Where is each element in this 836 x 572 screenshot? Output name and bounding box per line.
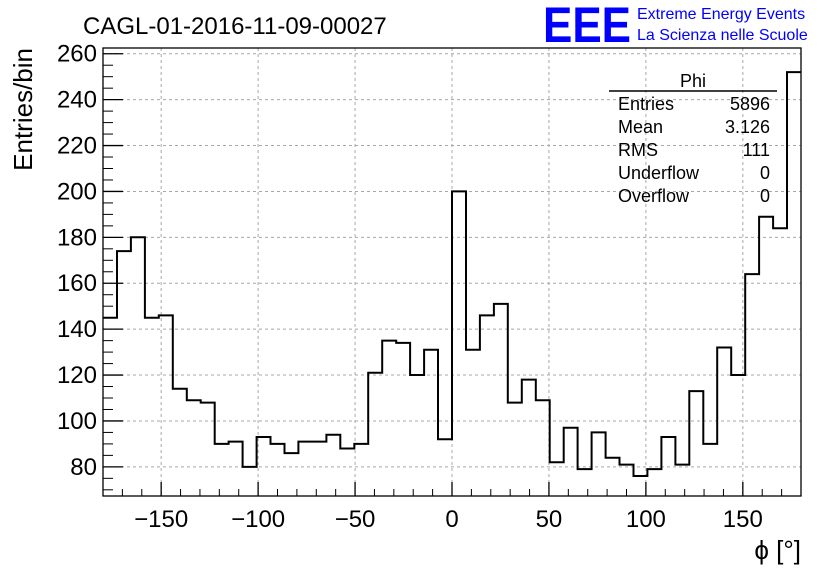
x-tick-label: 0 xyxy=(445,506,458,533)
stats-row-label: Mean xyxy=(618,117,663,137)
x-tick-label: −150 xyxy=(134,506,188,533)
histogram-line xyxy=(103,71,801,477)
y-tick-label: 120 xyxy=(57,362,97,389)
stats-row-label: RMS xyxy=(618,140,658,160)
stats-row-value: 0 xyxy=(760,186,770,206)
chart-title: CAGL-01-2016-11-09-00027 xyxy=(83,13,387,40)
logo-line-1: Extreme Energy Events xyxy=(637,6,805,23)
logo-line-2: La Scienza nelle Scuole xyxy=(637,27,808,44)
y-tick-label: 200 xyxy=(57,178,97,205)
stats-title: Phi xyxy=(680,71,706,91)
stats-row-value: 5896 xyxy=(730,94,770,114)
y-tick-label: 220 xyxy=(57,133,97,160)
y-tick-label: 140 xyxy=(57,316,97,343)
axis-ticks xyxy=(102,53,802,496)
x-tick-label: 150 xyxy=(723,506,763,533)
stats-row-label: Overflow xyxy=(618,186,690,206)
logo-mark: EEE xyxy=(543,0,631,53)
stats-row-value: 111 xyxy=(743,140,770,160)
stats-box: Phi Entries 5896 Mean 3.126 RMS 111 Underflow 0… xyxy=(609,71,777,206)
stats-row-value: 0 xyxy=(760,163,770,183)
y-tick-label: 260 xyxy=(57,41,97,68)
x-tick-label: −50 xyxy=(335,506,376,533)
stats-row-label: Underflow xyxy=(618,163,700,183)
x-tick-label: −100 xyxy=(231,506,285,533)
x-tick-label: 50 xyxy=(536,506,563,533)
logo: EEE Extreme Energy Events La Scienza nel… xyxy=(543,0,808,53)
y-axis-label: Entries/bin xyxy=(8,48,38,171)
y-tick-label: 240 xyxy=(57,87,97,114)
stats-rows: Entries 5896 Mean 3.126 RMS 111 Underflow 0 Over… xyxy=(618,94,770,206)
y-tick-label: 100 xyxy=(57,408,97,435)
x-axis-label: ϕ [°] xyxy=(754,535,801,565)
y-tick-label: 160 xyxy=(57,270,97,297)
x-tick-label: 100 xyxy=(626,506,666,533)
y-tick-label: 80 xyxy=(70,454,97,481)
stats-row-value: 3.126 xyxy=(725,117,770,137)
y-tick-label: 180 xyxy=(57,224,97,251)
stats-row-label: Entries xyxy=(618,94,674,114)
tick-labels: −150 −100 −50 0 50 100 150 80 100 120 140 160 180 200… xyxy=(57,41,763,533)
